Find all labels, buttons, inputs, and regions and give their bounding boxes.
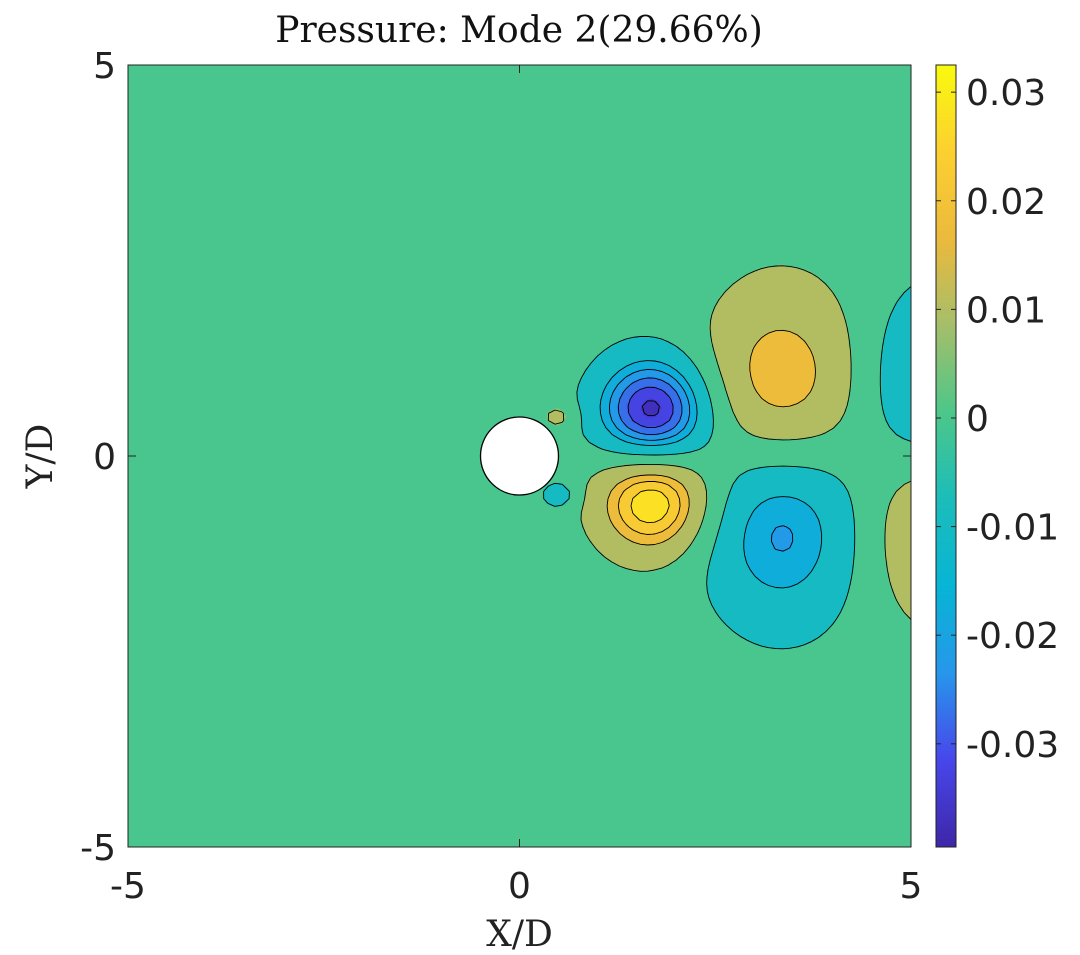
plot-area bbox=[127, 64, 912, 848]
y-axis: 5 0 -5 Y/D bbox=[20, 46, 911, 869]
contour-line bbox=[617, 481, 681, 535]
colorbar: 0.03 0.02 0.01 0 -0.01 -0.02 -0.03 bbox=[935, 64, 1059, 848]
colorbar-gradient bbox=[936, 65, 956, 847]
y-tick-label: -5 bbox=[80, 828, 116, 869]
contour-line bbox=[630, 489, 670, 524]
x-tick-label: 0 bbox=[508, 866, 531, 907]
contour-line bbox=[608, 368, 794, 552]
x-tick-label: 5 bbox=[900, 866, 923, 907]
contour-line bbox=[641, 400, 660, 416]
colorbar-tick-label: 0.01 bbox=[966, 290, 1046, 331]
y-tick-label: 5 bbox=[93, 46, 116, 87]
x-tick-label: -5 bbox=[110, 866, 146, 907]
contour-line bbox=[599, 360, 823, 589]
colorbar-tick-label: 0.03 bbox=[966, 73, 1046, 114]
colorbar-tick-label: -0.03 bbox=[966, 725, 1059, 766]
colorbar-tick-label: -0.02 bbox=[966, 616, 1059, 657]
y-tick-label: 0 bbox=[93, 437, 116, 478]
contour-line bbox=[547, 265, 912, 620]
colorbar-ticks: 0.03 0.02 0.01 0 -0.01 -0.02 -0.03 bbox=[936, 73, 1059, 766]
cylinder bbox=[479, 416, 560, 496]
x-axis-label: X/D bbox=[486, 914, 553, 955]
contour-line bbox=[606, 329, 816, 546]
contour-lines bbox=[543, 265, 912, 650]
colorbar-frame bbox=[935, 64, 957, 848]
y-axis-label: Y/D bbox=[20, 424, 61, 490]
colorbar-tick-label: -0.01 bbox=[966, 508, 1059, 549]
chart-title: Pressure: Mode 2(29.66%) bbox=[275, 10, 763, 51]
contour-line bbox=[617, 377, 683, 436]
x-axis: -5 0 5 X/D bbox=[110, 65, 922, 955]
contour-line bbox=[543, 286, 912, 650]
colorbar-tick-label: 0 bbox=[966, 399, 989, 440]
colorbar-tick-label: 0.02 bbox=[966, 182, 1046, 223]
contour-line bbox=[627, 386, 674, 429]
